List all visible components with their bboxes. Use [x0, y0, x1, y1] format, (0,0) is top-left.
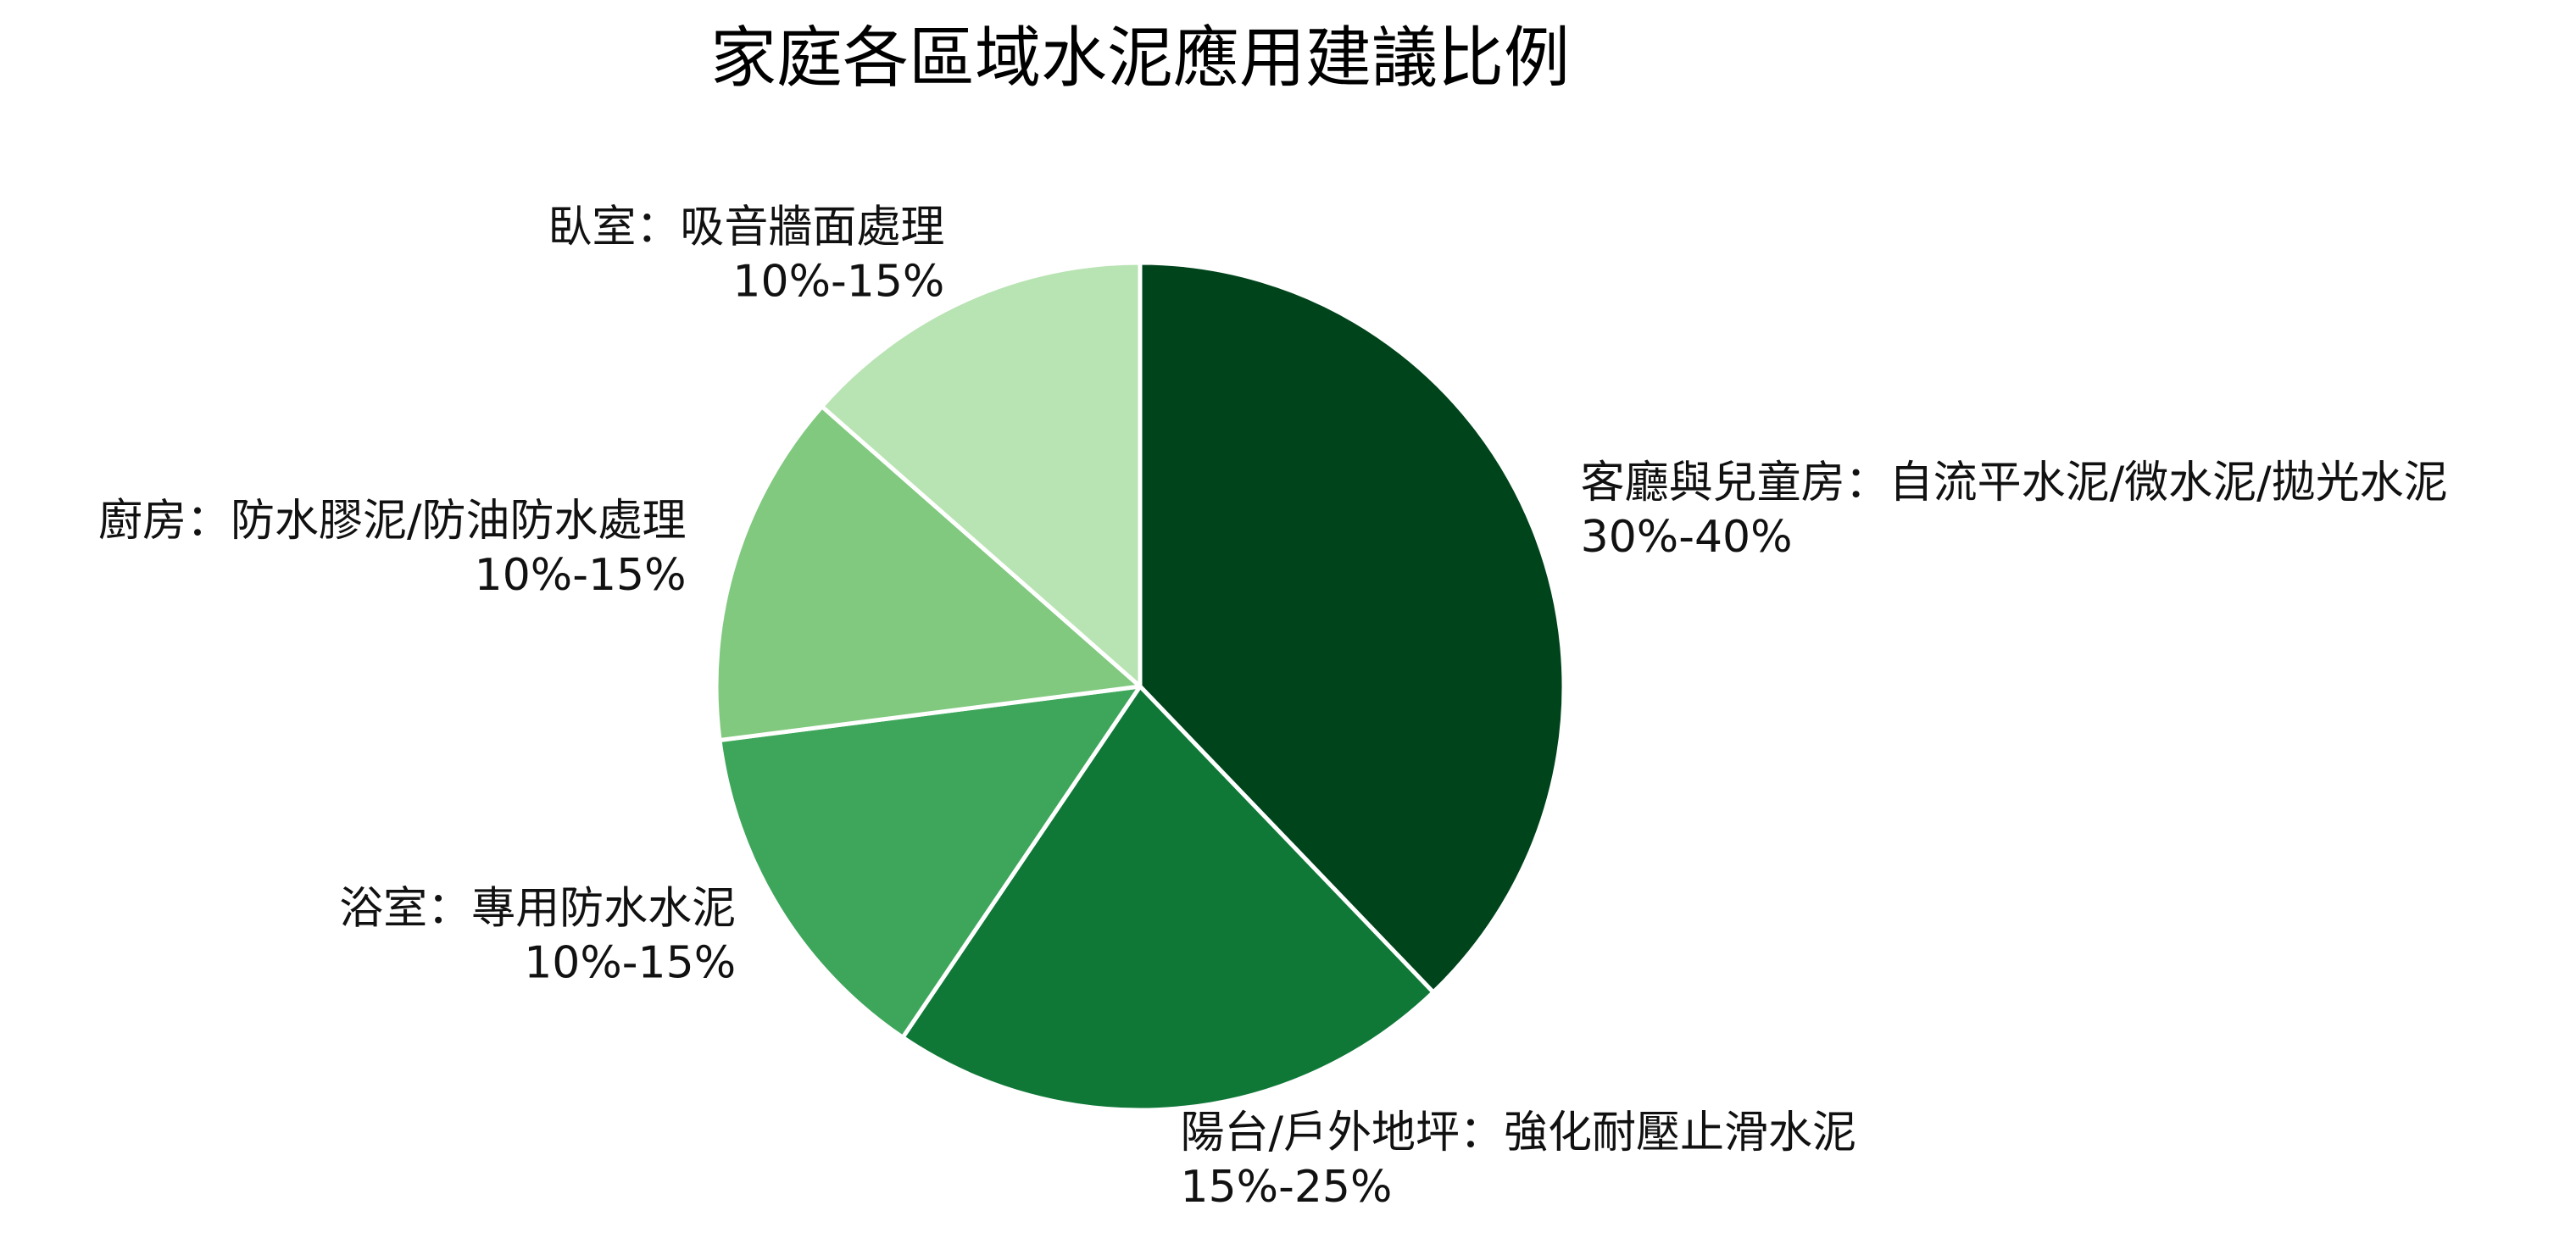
pie-label-range-4: 10%-15%: [732, 257, 944, 308]
pie-label-range-1: 15%-25%: [1180, 1162, 1392, 1213]
pie-label-2: 浴室：專用防水水泥 10%-15%: [339, 884, 736, 989]
pie-slices: [714, 260, 1566, 1113]
pie-label-range-0: 30%-40%: [1581, 512, 1793, 563]
pie-label-range-3: 10%-15%: [475, 550, 687, 601]
pie-slice-0: [1138, 260, 1566, 995]
pie-labels: 客廳與兒童房：自流平水泥/微水泥/拋光水泥 30%-40% 陽台/戶外地坪：強化耐壓…: [98, 203, 2448, 1213]
pie-slice-1: [900, 684, 1436, 1113]
pie-label-3: 廚房：防水膠泥/防油防水處理 10%-15%: [98, 496, 687, 601]
pie-label-1: 陽台/戶外地坪：強化耐壓止滑水泥 15%-25%: [1180, 1108, 1856, 1213]
chart-title: 家庭各區域水泥應用建議比例: [710, 20, 1570, 97]
pie-slice-2: [717, 684, 1143, 1040]
pie-label-range-2: 10%-15%: [524, 938, 736, 989]
pie-label-name-2: 浴室：專用防水水泥: [339, 884, 736, 935]
pie-slice-4: [820, 260, 1143, 689]
pie-label-name-0: 客廳與兒童房：自流平水泥/微水泥/拋光水泥: [1581, 458, 2448, 508]
pie-slice-3: [714, 404, 1143, 743]
pie-label-name-1: 陽台/戶外地坪：強化耐壓止滑水泥: [1180, 1108, 1856, 1158]
pie-label-name-4: 臥室：吸音牆面處理: [548, 203, 944, 253]
pie-label-4: 臥室：吸音牆面處理 10%-15%: [548, 203, 944, 308]
pie-label-0: 客廳與兒童房：自流平水泥/微水泥/拋光水泥 30%-40%: [1581, 458, 2448, 563]
pie-label-name-3: 廚房：防水膠泥/防油防水處理: [98, 496, 687, 547]
